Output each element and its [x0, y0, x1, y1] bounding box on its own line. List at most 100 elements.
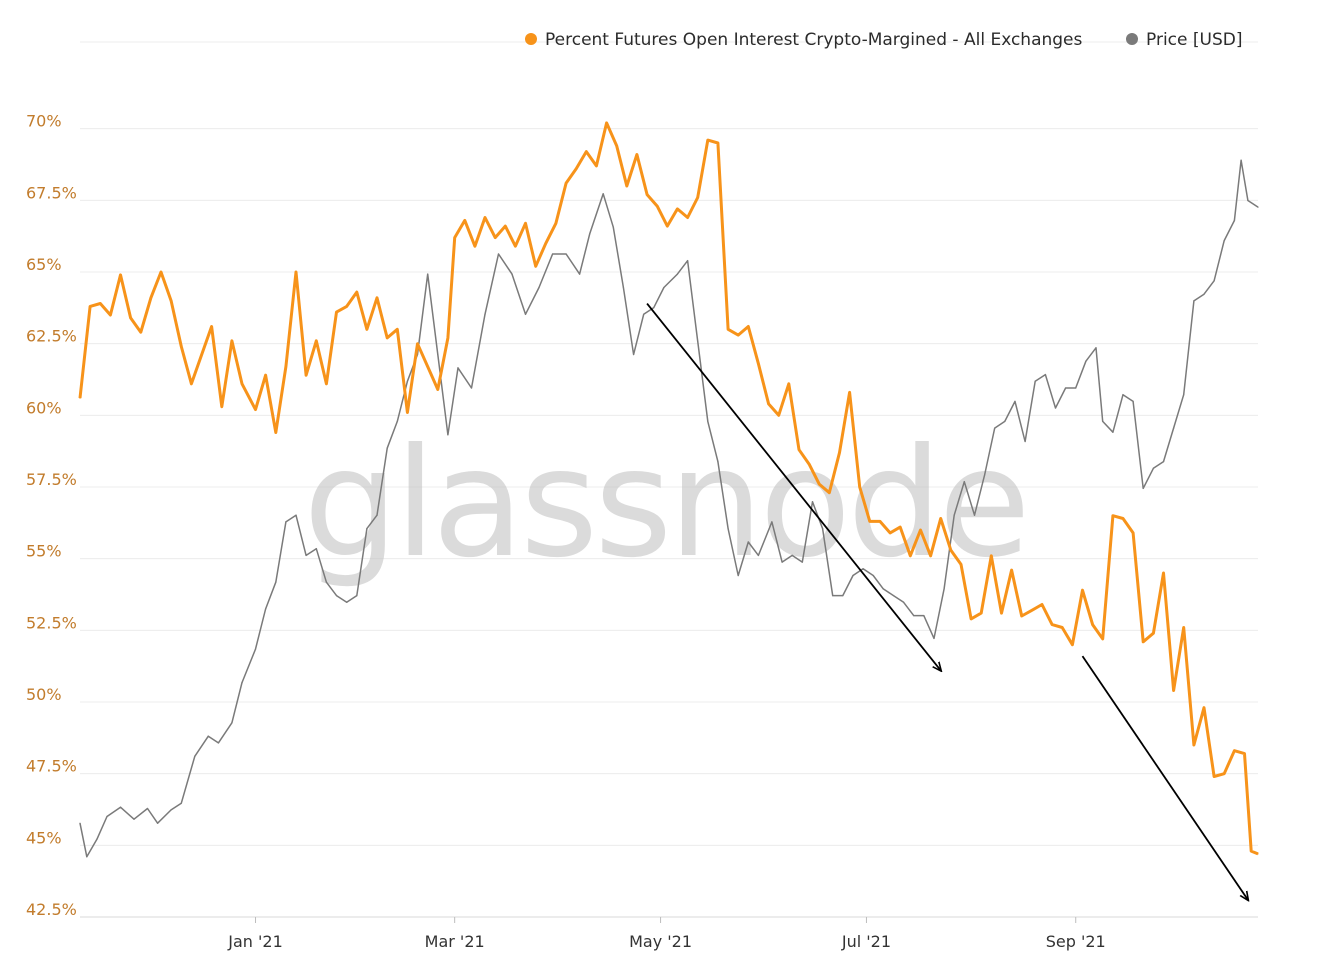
data-point: [909, 555, 911, 557]
data-point: [514, 245, 517, 247]
data-point: [437, 353, 439, 356]
data-point: [579, 273, 581, 275]
data-point: [930, 555, 932, 557]
data-point: [346, 601, 348, 603]
data-point: [1122, 517, 1124, 520]
data-point: [653, 307, 655, 309]
data-point: [1247, 199, 1249, 202]
data-point: [160, 271, 162, 273]
data-point: [416, 343, 419, 345]
data-point: [484, 313, 486, 315]
data-point: [200, 354, 203, 356]
series-line: [78, 121, 1259, 856]
data-point: [1152, 632, 1154, 634]
data-point: [1112, 515, 1114, 517]
data-point: [602, 193, 604, 195]
data-point: [879, 520, 881, 523]
data-point: [254, 409, 257, 411]
data-point: [366, 528, 368, 530]
x-tick-label: Mar '21: [425, 932, 485, 951]
data-point: [565, 182, 567, 184]
data-point: [79, 397, 81, 399]
data-point: [980, 612, 982, 614]
data-point: [1233, 750, 1235, 752]
y-tick-label: 45%: [26, 828, 62, 847]
data-point: [335, 595, 338, 597]
data-point: [1173, 427, 1175, 429]
data-point: [1054, 407, 1057, 409]
data-point: [707, 420, 709, 422]
data-point: [811, 501, 814, 503]
data-point: [1240, 159, 1242, 161]
data-point: [818, 483, 820, 485]
data-point: [146, 807, 149, 810]
data-point: [707, 139, 709, 141]
data-point: [1223, 240, 1225, 242]
data-point: [1203, 707, 1205, 709]
data-point: [1081, 589, 1084, 591]
data-point: [616, 145, 618, 147]
data-point: [852, 574, 854, 577]
data-point: [1095, 347, 1097, 349]
data-point: [356, 595, 358, 597]
data-point: [265, 374, 267, 376]
data-point: [889, 532, 891, 534]
data-point: [791, 554, 793, 557]
data-point: [1132, 400, 1134, 402]
data-point: [973, 514, 976, 516]
data-point: [315, 548, 317, 550]
data-point: [872, 574, 874, 577]
data-point: [940, 517, 942, 520]
data-point: [757, 363, 760, 365]
data-point: [859, 486, 861, 488]
data-point: [1000, 612, 1003, 614]
legend: Percent Futures Open Interest Crypto-Mar…: [525, 30, 1242, 50]
data-point: [1102, 638, 1104, 640]
data-point: [687, 216, 689, 219]
data-point: [1065, 387, 1067, 389]
data-point: [626, 185, 628, 187]
y-tick-label: 52.5%: [26, 613, 77, 632]
data-point: [447, 337, 449, 339]
data-point: [1193, 300, 1195, 302]
y-tick-label: 70%: [26, 112, 62, 131]
data-point: [295, 271, 297, 273]
grid-lines: [80, 41, 1258, 918]
data-point: [275, 581, 277, 583]
data-point: [849, 391, 851, 393]
data-point: [801, 561, 803, 563]
data-point: [464, 219, 466, 221]
data-point: [1004, 420, 1006, 422]
y-tick-label: 62.5%: [26, 327, 77, 346]
data-point: [1075, 387, 1077, 389]
watermark: glassnode: [303, 417, 1026, 591]
data-point: [778, 414, 780, 416]
data-point: [757, 554, 760, 557]
data-point: [150, 297, 152, 299]
data-point: [376, 297, 378, 299]
data-point: [180, 345, 182, 348]
data-point: [494, 237, 496, 239]
data-point: [1011, 569, 1013, 571]
data-point: [595, 165, 598, 167]
data-point: [305, 374, 307, 376]
data-point: [892, 595, 895, 597]
y-tick-label: 50%: [26, 685, 62, 704]
data-point: [1152, 467, 1154, 469]
legend-label-open-interest: Percent Futures Open Interest Crypto-Mar…: [545, 30, 1083, 50]
data-point: [676, 273, 679, 275]
data-point: [79, 822, 81, 824]
data-point: [727, 328, 729, 330]
data-point: [231, 340, 233, 342]
data-point: [170, 809, 172, 811]
data-point: [963, 481, 965, 483]
data-point: [1085, 360, 1087, 362]
data-point: [1024, 440, 1026, 443]
series-line: [79, 159, 1259, 858]
data-point: [768, 403, 770, 405]
data-point: [1257, 206, 1259, 208]
data-point: [687, 260, 689, 262]
data-point: [194, 755, 196, 757]
data-point: [133, 818, 135, 820]
